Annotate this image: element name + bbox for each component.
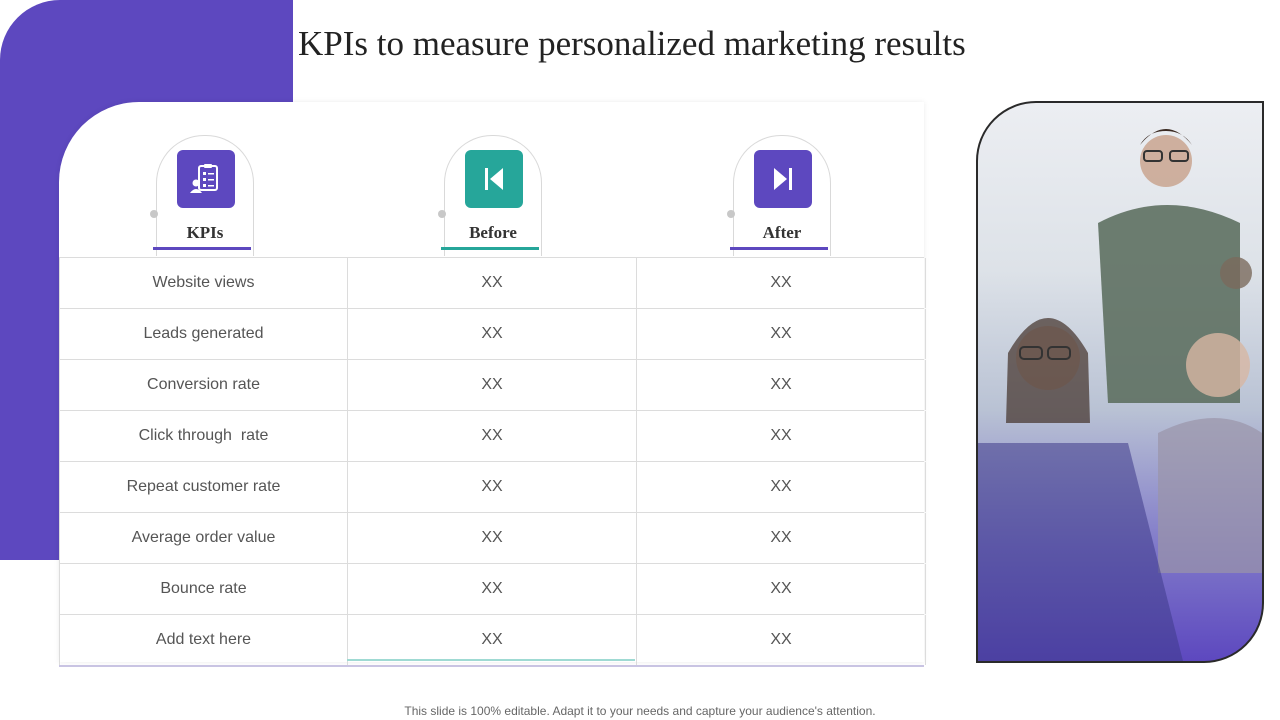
before-cell: XX xyxy=(347,513,636,563)
before-column-accent-line xyxy=(347,659,635,661)
column-label-before: Before xyxy=(469,223,517,242)
before-cell: XX xyxy=(347,360,636,410)
kpi-table: Website views XX XX Leads generated XX X… xyxy=(59,257,926,667)
column-label-after: After xyxy=(762,223,802,242)
table-row: Leads generated XX XX xyxy=(59,308,926,359)
before-cell: XX xyxy=(347,564,636,614)
after-cell: XX xyxy=(636,513,926,563)
after-cell: XX xyxy=(636,360,926,410)
skip-forward-icon xyxy=(754,150,812,208)
column-underline-kpis xyxy=(153,247,251,250)
kpi-cell: Website views xyxy=(59,258,347,308)
kpi-cell: Conversion rate xyxy=(59,360,347,410)
table-row: Conversion rate XX XX xyxy=(59,359,926,410)
kpi-cell: Click through rate xyxy=(59,411,347,461)
footer-note: This slide is 100% editable. Adapt it to… xyxy=(404,704,876,718)
before-cell: XX xyxy=(347,411,636,461)
skip-back-icon xyxy=(465,150,523,208)
slide-title: KPIs to measure personalized marketing r… xyxy=(298,24,966,63)
column-underline-after xyxy=(730,247,828,250)
table-row: Add text here XX XX xyxy=(59,614,926,667)
header-dot xyxy=(727,210,735,218)
column-header-before: Before xyxy=(438,135,542,256)
header-arch xyxy=(444,135,542,256)
column-label-kpis: KPIs xyxy=(186,223,224,242)
before-cell: XX xyxy=(347,462,636,512)
column-header-kpis: KPIs xyxy=(150,135,254,256)
after-cell: XX xyxy=(636,615,926,665)
after-cell: XX xyxy=(636,564,926,614)
after-cell: XX xyxy=(636,258,926,308)
header-arch xyxy=(156,135,254,256)
table-row: Website views XX XX xyxy=(59,257,926,308)
after-cell: XX xyxy=(636,462,926,512)
table-row: Click through rate XX XX xyxy=(59,410,926,461)
table-row: Repeat customer rate XX XX xyxy=(59,461,926,512)
header-dot xyxy=(438,210,446,218)
after-cell: XX xyxy=(636,411,926,461)
before-cell: XX xyxy=(347,258,636,308)
header-arch xyxy=(733,135,831,256)
kpi-cell: Bounce rate xyxy=(59,564,347,614)
table-row: Average order value XX XX xyxy=(59,512,926,563)
after-cell: XX xyxy=(636,309,926,359)
kpi-cell: Average order value xyxy=(59,513,347,563)
before-cell: XX xyxy=(347,309,636,359)
kpi-cell: Add text here xyxy=(59,615,347,665)
before-cell: XX xyxy=(347,615,636,665)
kpi-cell: Repeat customer rate xyxy=(59,462,347,512)
table-row: Bounce rate XX XX xyxy=(59,563,926,614)
column-header-after: After xyxy=(727,135,831,256)
clipboard-person-icon xyxy=(177,150,235,208)
header-dot xyxy=(150,210,158,218)
kpi-cell: Leads generated xyxy=(59,309,347,359)
team-photo xyxy=(976,101,1264,663)
column-underline-before xyxy=(441,247,539,250)
